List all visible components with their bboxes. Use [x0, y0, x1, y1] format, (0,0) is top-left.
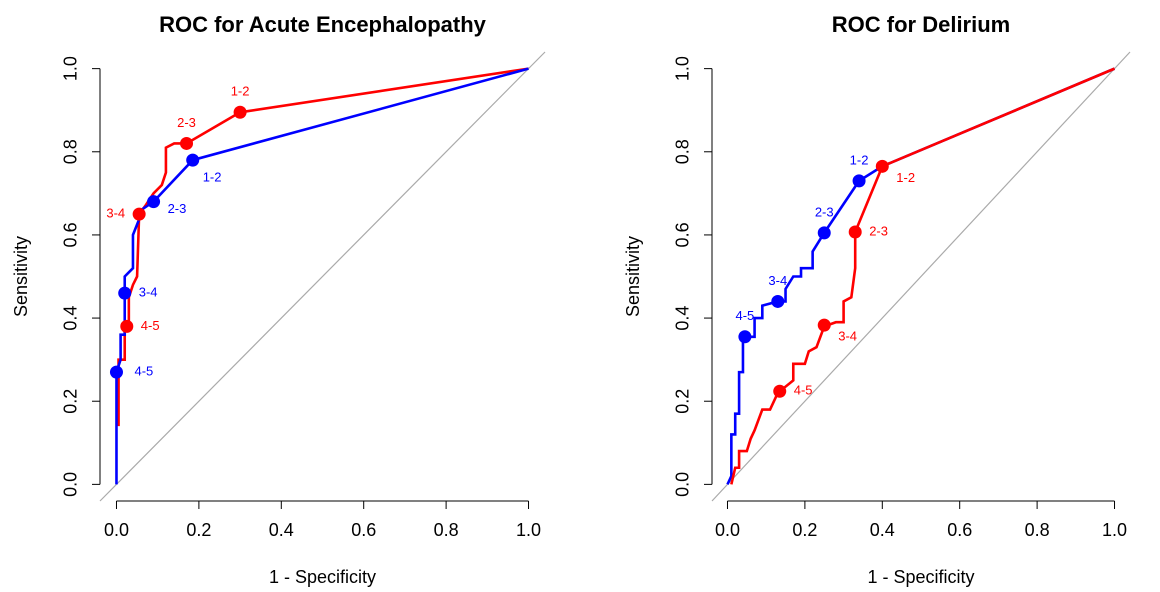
x-axis-label: 1 - Specificity — [867, 567, 974, 587]
roc-panel: ROC for Acute Encephalopathy 1 - Specific… — [11, 12, 546, 587]
cutoff-label: 1-2 — [850, 152, 869, 167]
cutoff-point — [132, 207, 146, 221]
y-axis-label: Sensitivity — [11, 236, 31, 317]
y-tick-label: 0.0 — [61, 472, 81, 497]
cutoff-point — [738, 330, 752, 344]
x-tick-label: 1.0 — [1102, 520, 1127, 540]
cutoff-point — [233, 105, 247, 119]
roc-curve — [726, 67, 1116, 485]
x-axis-label: 1 - Specificity — [269, 567, 376, 587]
cutoff-label: 3-4 — [106, 206, 125, 221]
cutoff-point — [180, 136, 194, 150]
x-tick-label: 0.6 — [351, 520, 376, 540]
x-tick-label: 0.2 — [792, 520, 817, 540]
chart-title: ROC for Delirium — [832, 12, 1010, 37]
x-tick-label: 0.8 — [434, 520, 459, 540]
cutoff-point — [186, 153, 200, 167]
cutoff-point — [773, 384, 787, 398]
cutoff-point — [771, 294, 785, 308]
cutoff-label: 2-3 — [177, 115, 196, 130]
y-tick-label: 0.0 — [673, 472, 693, 497]
y-tick-label: 1.0 — [61, 56, 81, 81]
y-tick-label: 0.4 — [673, 306, 693, 331]
y-tick-label: 0.6 — [673, 222, 693, 247]
cutoff-point — [875, 159, 889, 173]
x-tick-label: 1.0 — [516, 520, 541, 540]
cutoff-label: 1-2 — [896, 170, 915, 185]
cutoff-label: 4-5 — [134, 364, 153, 379]
cutoff-label: 3-4 — [139, 285, 158, 300]
cutoff-label: 4-5 — [141, 318, 160, 333]
y-tick-label: 0.2 — [673, 389, 693, 414]
cutoff-point — [817, 318, 831, 332]
cutoff-point — [109, 365, 123, 379]
chance-diagonal — [99, 51, 546, 502]
roc-curve — [730, 67, 1116, 485]
cutoff-point — [118, 286, 132, 300]
cutoff-label: 3-4 — [768, 273, 787, 288]
y-tick-label: 0.8 — [673, 139, 693, 164]
x-tick-label: 0.0 — [104, 520, 129, 540]
x-tick-label: 0.4 — [269, 520, 294, 540]
cutoff-label: 1-2 — [203, 170, 222, 185]
y-tick-label: 0.8 — [61, 139, 81, 164]
y-tick-label: 0.6 — [61, 222, 81, 247]
cutoff-label: 1-2 — [231, 84, 250, 99]
y-tick-label: 1.0 — [673, 56, 693, 81]
cutoff-label: 2-3 — [168, 201, 187, 216]
cutoff-point — [848, 225, 862, 239]
cutoff-label: 3-4 — [838, 329, 857, 344]
y-axis-label: Sensitivity — [623, 236, 643, 317]
cutoff-label: 2-3 — [815, 204, 834, 219]
chart-title: ROC for Acute Encephalopathy — [159, 12, 487, 37]
cutoff-point — [817, 226, 831, 240]
cutoff-point — [120, 319, 134, 333]
y-tick-label: 0.2 — [61, 389, 81, 414]
cutoff-label: 2-3 — [869, 223, 888, 238]
cutoff-label: 4-5 — [794, 383, 813, 398]
x-tick-label: 0.8 — [1025, 520, 1050, 540]
cutoff-point — [852, 174, 866, 188]
y-tick-label: 0.4 — [61, 306, 81, 331]
cutoff-label: 4-5 — [735, 308, 754, 323]
x-tick-label: 0.4 — [870, 520, 895, 540]
x-tick-label: 0.2 — [186, 520, 211, 540]
x-tick-label: 0.6 — [947, 520, 972, 540]
cutoff-point — [147, 195, 161, 209]
x-tick-label: 0.0 — [715, 520, 740, 540]
chance-diagonal — [711, 51, 1131, 502]
roc-panel: ROC for Delirium 1 - Specificity Sensitivi… — [623, 12, 1131, 587]
